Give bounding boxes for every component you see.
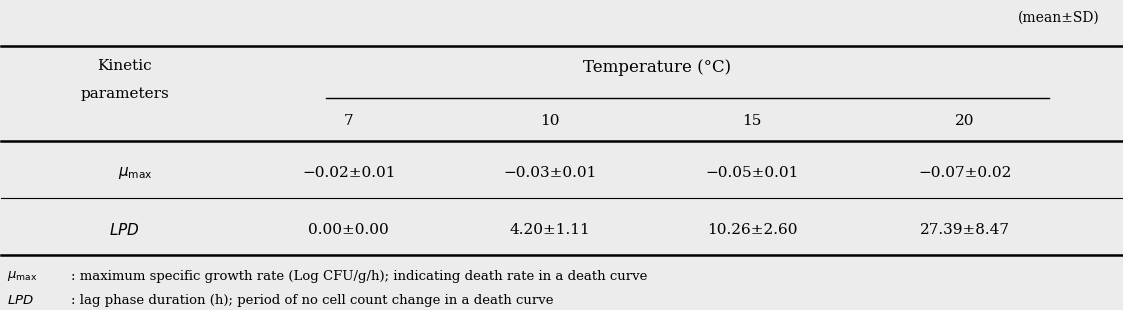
Text: parameters: parameters: [80, 86, 168, 100]
Text: Kinetic: Kinetic: [98, 59, 152, 73]
Text: −0.07±0.02: −0.07±0.02: [919, 166, 1012, 180]
Text: −0.05±0.01: −0.05±0.01: [705, 166, 798, 180]
Text: $\mu_{\mathrm{max}}$: $\mu_{\mathrm{max}}$: [118, 166, 153, 181]
Text: 27.39±8.47: 27.39±8.47: [920, 223, 1010, 237]
Text: 10.26±2.60: 10.26±2.60: [706, 223, 797, 237]
Text: −0.02±0.01: −0.02±0.01: [302, 166, 395, 180]
Text: : maximum specific growth rate (Log CFU/g/h); indicating death rate in a death c: : maximum specific growth rate (Log CFU/…: [71, 270, 647, 283]
Text: 20: 20: [955, 114, 975, 128]
Text: Temperature (°C): Temperature (°C): [583, 59, 731, 76]
Text: $\mathit{LPD}$: $\mathit{LPD}$: [109, 222, 140, 238]
Text: (mean±SD): (mean±SD): [1017, 11, 1099, 24]
Text: 10: 10: [540, 114, 560, 128]
Text: 7: 7: [344, 114, 354, 128]
Text: : lag phase duration (h); period of no cell count change in a death curve: : lag phase duration (h); period of no c…: [71, 294, 554, 307]
Text: −0.03±0.01: −0.03±0.01: [503, 166, 597, 180]
Text: $\mathit{LPD}$: $\mathit{LPD}$: [7, 294, 34, 307]
Text: 15: 15: [742, 114, 761, 128]
Text: 4.20±1.11: 4.20±1.11: [510, 223, 591, 237]
Text: $\mu_{\mathrm{max}}$: $\mu_{\mathrm{max}}$: [7, 269, 37, 283]
Text: 0.00±0.00: 0.00±0.00: [309, 223, 389, 237]
